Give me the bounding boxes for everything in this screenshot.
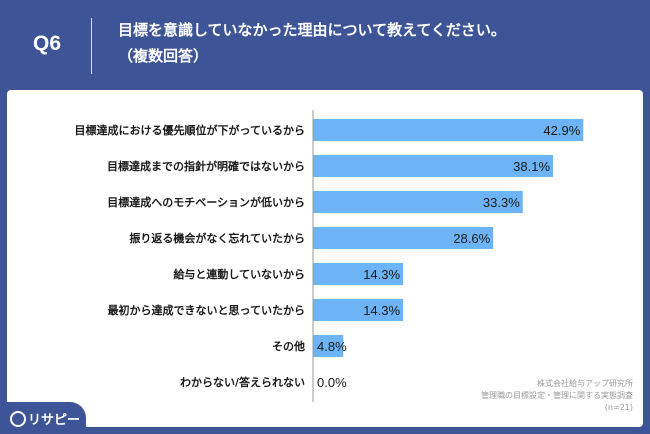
category-label: 目標達成へのモチベーションが低いから	[107, 195, 305, 209]
source-note: 株式会社給与アップ研究所 管理職の目標設定・管理に関する実態調査 (n=21)	[481, 378, 633, 414]
value-label: 28.6%	[453, 231, 490, 246]
bar	[313, 155, 554, 177]
bar	[313, 227, 494, 249]
chart-panel: 目標達成における優先順位が下がっているから 42.9% 目標達成までの指針が明確では…	[7, 90, 643, 427]
brand-logo: リサピー	[0, 402, 86, 434]
bar	[313, 335, 344, 357]
bar	[313, 299, 404, 321]
bar	[313, 119, 584, 141]
question-number: Q6	[32, 32, 61, 55]
value-label: 42.9%	[543, 123, 580, 138]
bar	[313, 191, 523, 213]
value-label: 33.3%	[483, 195, 520, 210]
source-company: 株式会社給与アップ研究所	[537, 379, 633, 388]
category-label: わからない/答えられない	[180, 375, 305, 389]
category-label: 目標達成までの指針が明確ではないから	[107, 159, 305, 173]
question-subtitle: （複数回答）	[118, 47, 209, 65]
source-sample-size: (n=21)	[604, 403, 633, 412]
category-label: 振り返る機会がなく忘れていたから	[129, 231, 305, 245]
category-label: その他	[272, 339, 305, 353]
value-label: 4.8%	[317, 339, 347, 354]
category-label: 最初から達成できないと思っていたから	[108, 303, 305, 317]
header-divider	[91, 18, 92, 74]
value-label: 0.0%	[317, 375, 347, 390]
logo-text: リサピー	[28, 413, 81, 428]
bar	[313, 263, 404, 285]
value-label: 38.1%	[513, 159, 550, 174]
source-survey: 管理職の目標設定・管理に関する実態調査	[481, 391, 633, 400]
header: Q6 目標を意識していなかった理由について教えてください。 （複数回答）	[0, 0, 650, 90]
value-label: 14.3%	[363, 267, 400, 282]
category-label: 目標達成における優先順位が下がっているから	[75, 123, 305, 137]
value-label: 14.3%	[363, 303, 400, 318]
bar-chart: 目標達成における優先順位が下がっているから 42.9% 目標達成までの指針が明確では…	[75, 110, 584, 402]
question-title: 目標を意識していなかった理由について教えてください。	[118, 21, 506, 39]
category-label: 給与と連動していないから	[173, 267, 305, 281]
logo-mark-icon	[10, 411, 26, 427]
